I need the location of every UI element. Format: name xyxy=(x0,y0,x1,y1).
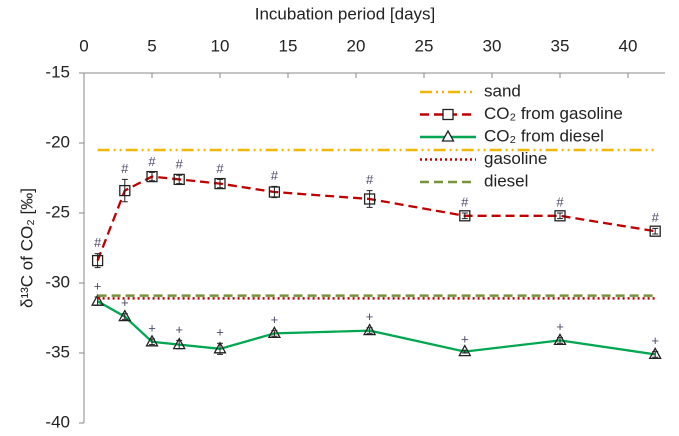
marker xyxy=(119,184,131,197)
x-tick-label: 40 xyxy=(619,36,638,55)
legend-label: sand xyxy=(484,81,521,100)
annotation: # xyxy=(366,172,374,187)
marker xyxy=(649,225,661,237)
series-line xyxy=(97,300,656,356)
marker xyxy=(553,333,567,346)
error-bar xyxy=(121,178,128,203)
annotation: + xyxy=(651,333,659,348)
annotation: + xyxy=(121,295,129,310)
y-axis-title: δ¹³C of CO₂ [‰] xyxy=(17,188,36,308)
marker xyxy=(91,293,105,306)
x-tick-label: 30 xyxy=(483,36,502,55)
marker xyxy=(363,193,376,205)
error-bar xyxy=(557,212,563,220)
x-tick-label: 20 xyxy=(347,36,366,55)
annotation: # xyxy=(121,161,129,176)
annotation: # xyxy=(652,210,660,225)
marker xyxy=(146,170,158,183)
marker xyxy=(118,309,132,322)
legend-label: diesel xyxy=(484,171,528,190)
marker xyxy=(91,254,104,267)
annotation: # xyxy=(148,154,156,169)
annotation: # xyxy=(216,161,224,176)
error-bar xyxy=(461,212,468,220)
marker xyxy=(268,186,281,198)
annotation: + xyxy=(175,322,183,337)
marker xyxy=(648,347,662,360)
error-bar xyxy=(652,227,659,235)
marker xyxy=(214,177,226,190)
marker xyxy=(459,210,471,222)
error-bar xyxy=(176,174,183,185)
marker xyxy=(173,173,185,186)
x-tick-label: 15 xyxy=(279,36,298,55)
annotation: + xyxy=(461,332,469,347)
marker xyxy=(458,344,472,357)
x-tick-label: 5 xyxy=(147,36,156,55)
annotation: + xyxy=(366,309,374,324)
y-tick-label: -25 xyxy=(45,202,70,221)
marker xyxy=(267,326,281,339)
legend-marker xyxy=(442,108,454,121)
marker xyxy=(172,337,186,350)
annotation: # xyxy=(176,157,184,172)
annotation: # xyxy=(94,235,102,250)
marker xyxy=(145,334,159,347)
x-tick-label: 10 xyxy=(211,36,230,55)
y-tick-label: -40 xyxy=(45,412,70,431)
legend-marker xyxy=(441,129,455,142)
error-bar xyxy=(149,171,155,182)
annotation: + xyxy=(148,320,156,335)
annotation: + xyxy=(271,312,279,327)
annotation: + xyxy=(556,319,564,334)
marker xyxy=(363,323,377,336)
y-tick-label: -20 xyxy=(45,132,70,151)
x-tick-label: 35 xyxy=(551,36,570,55)
y-tick-label: -30 xyxy=(45,272,70,291)
series-line xyxy=(96,175,656,262)
legend-label: gasoline xyxy=(484,149,547,168)
annotation: # xyxy=(271,168,279,183)
legend-label: CO₂ from diesel xyxy=(484,126,604,145)
y-tick-label: -15 xyxy=(45,62,70,81)
error-bar xyxy=(217,178,223,189)
marker xyxy=(554,210,566,222)
y-tick-label: -35 xyxy=(45,342,70,361)
annotation: # xyxy=(461,194,469,209)
annotation: + xyxy=(94,278,102,293)
x-tick-label: 0 xyxy=(79,36,88,55)
annotation: # xyxy=(556,194,564,209)
x-tick-label: 25 xyxy=(415,36,434,55)
annotation: + xyxy=(216,325,224,340)
legend-label: CO₂ from gasoline xyxy=(484,104,623,123)
x-axis-title: Incubation period [days] xyxy=(255,4,436,23)
marker xyxy=(213,341,227,354)
